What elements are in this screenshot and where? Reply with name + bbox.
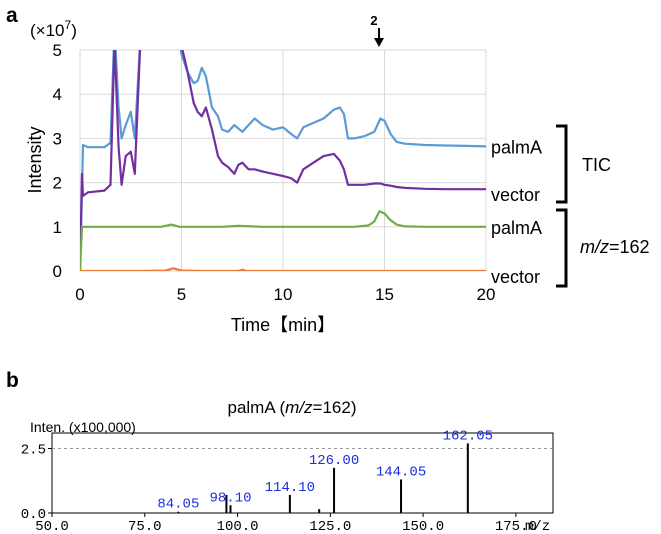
tic-bracket [556,124,568,204]
ms-peak-label: 114.10 [265,480,315,496]
panel-a-label: a [6,4,18,27]
scale-note-close: ) [71,21,77,40]
x-tick-label: 20 [477,285,496,304]
x-tick-label: 15 [375,285,394,304]
ms-x-tick-label: 150.0 [402,519,444,534]
ms-x-tick-label: 50.0 [35,519,69,534]
mz-group-label-mz: m/z [580,237,609,257]
mz-group-label: m/z=162 [580,237,650,257]
ms-peak-label: 162.05 [443,428,493,444]
ms-peak-label: 84.05 [157,497,199,513]
tic-vector-line [80,50,486,271]
ms-peak-label: 144.05 [376,464,426,480]
series-label-mz162-vector: vector [491,267,540,287]
ms-title: palmA (m/z=162) [228,398,357,417]
ms-title-mz: m/z [285,398,313,417]
series-label-tic-vector: vector [491,185,540,205]
mass-spectrum-plot: 0.0 2.5 50.0 75.0 100.0 125.0 150.0 175.0 84.05 9… [21,428,554,534]
ms-peak-label: 126.00 [309,453,359,469]
y-axis-label: Intensity [25,126,45,193]
ms-y-tick-label: 2.5 [21,442,46,458]
y-tick-label: 0 [53,262,62,281]
ms-x-tick-label: 100.0 [217,519,259,534]
mz162-palmA-line [80,210,486,271]
ms-xunit-label: m/z [525,519,550,534]
x-tick-label: 0 [75,285,84,304]
tic-group-label: TIC [582,155,611,175]
series-label-mz162-palmA: palmA [491,218,542,238]
ms-x-tick-label: 75.0 [128,519,162,534]
ms-x-tick-label: 175.0 [495,519,537,534]
y-tick-label: 1 [53,218,62,237]
mz-bracket [556,208,568,288]
mz162-vector-line [80,267,486,271]
x-axis-label: Time【min】 [231,315,335,335]
scale-note: (×107) [30,18,77,40]
scale-note-base: (×10 [30,21,65,40]
chromatogram-plot: 0 5 10 15 20 0 1 2 3 4 5 Time【min】 Intensity palmA vec… [25,41,542,335]
y-tick-label: 3 [53,129,62,148]
x-tick-label: 5 [177,285,186,304]
y-tick-label: 2 [53,174,62,193]
peak-marker-arrow-icon [374,28,384,47]
scale-note-exponent: 7 [65,18,72,32]
peak-marker-label: 2 [370,13,377,28]
y-tick-label: 4 [53,85,62,104]
ms-y-tick-label: 0.0 [21,507,46,523]
ms-x-tick-label: 125.0 [309,519,351,534]
panel-b-label: b [6,369,19,392]
ms-frame [51,432,554,514]
mz-group-label-value: =162 [609,237,650,257]
x-tick-label: 10 [274,285,293,304]
ms-peak-label: 98.10 [209,490,251,506]
ms-intensity-label: Inten. (x100,000) [30,419,136,435]
ms-title-suffix: =162) [313,398,357,417]
tic-palmA-line [80,50,486,271]
series-label-tic-palmA: palmA [491,137,542,157]
y-tick-label: 5 [53,41,62,60]
ms-title-prefix: palmA ( [228,398,286,417]
